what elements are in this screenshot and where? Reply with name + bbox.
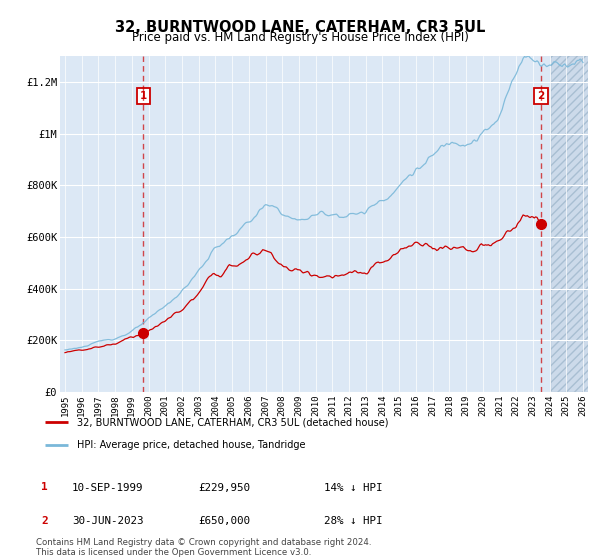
Text: £229,950: £229,950 <box>198 483 250 493</box>
Text: 28% ↓ HPI: 28% ↓ HPI <box>324 516 383 526</box>
Text: Contains HM Land Registry data © Crown copyright and database right 2024.
This d: Contains HM Land Registry data © Crown c… <box>36 538 371 557</box>
Text: 1: 1 <box>41 482 48 492</box>
Text: 14% ↓ HPI: 14% ↓ HPI <box>324 483 383 493</box>
Text: 1: 1 <box>140 91 147 101</box>
Text: 32, BURNTWOOD LANE, CATERHAM, CR3 5UL: 32, BURNTWOOD LANE, CATERHAM, CR3 5UL <box>115 20 485 35</box>
Text: Price paid vs. HM Land Registry's House Price Index (HPI): Price paid vs. HM Land Registry's House … <box>131 31 469 44</box>
Text: 30-JUN-2023: 30-JUN-2023 <box>72 516 143 526</box>
Text: HPI: Average price, detached house, Tandridge: HPI: Average price, detached house, Tand… <box>77 440 305 450</box>
Bar <box>551 56 592 392</box>
Text: 2: 2 <box>41 516 48 526</box>
Text: 32, BURNTWOOD LANE, CATERHAM, CR3 5UL (detached house): 32, BURNTWOOD LANE, CATERHAM, CR3 5UL (d… <box>77 417 389 427</box>
Text: £650,000: £650,000 <box>198 516 250 526</box>
Text: 2: 2 <box>538 91 545 101</box>
Text: 10-SEP-1999: 10-SEP-1999 <box>72 483 143 493</box>
Bar <box>551 56 592 392</box>
